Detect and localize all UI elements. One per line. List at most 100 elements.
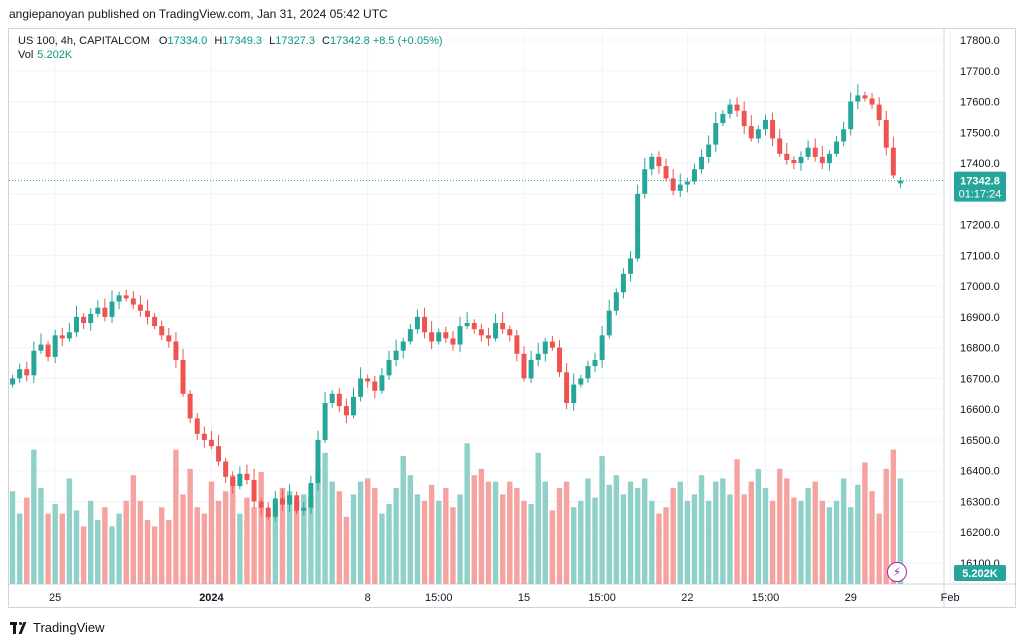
candle-body xyxy=(379,375,385,391)
candle-body xyxy=(194,418,200,434)
candle-body xyxy=(777,138,783,154)
volume-bar xyxy=(720,478,726,584)
volume-bar xyxy=(592,497,598,584)
lightning-icon[interactable]: ⚡ xyxy=(887,562,907,582)
candle-body xyxy=(599,335,605,360)
candle-body xyxy=(620,273,626,293)
volume-bar xyxy=(599,456,605,584)
candle-body xyxy=(784,153,790,160)
volume-bar xyxy=(414,494,421,584)
volume-bar xyxy=(428,484,435,584)
volume-bar xyxy=(73,510,80,584)
volume-bar xyxy=(66,478,73,584)
candle-body xyxy=(890,147,896,176)
volume-bar xyxy=(883,468,889,584)
time-tick-label: 15 xyxy=(518,592,530,604)
volume-bar xyxy=(606,484,612,584)
volume-bar xyxy=(869,491,875,584)
time-tick-label: 8 xyxy=(365,592,371,604)
volume-bar xyxy=(130,475,137,584)
volume-bar xyxy=(805,488,811,584)
volume-bar xyxy=(159,507,165,584)
volume-bar xyxy=(9,491,16,584)
volume-bar xyxy=(705,500,712,584)
volume-bar xyxy=(87,500,94,584)
volume-bar xyxy=(684,500,691,584)
candle-body xyxy=(45,344,51,357)
volume-bar xyxy=(194,507,200,584)
price-tick-label: 17700.0 xyxy=(960,66,1000,78)
volume-bar xyxy=(31,449,37,584)
volume-bar xyxy=(713,481,719,584)
candle-body xyxy=(81,316,87,324)
candle-body xyxy=(386,359,392,376)
volume-bar xyxy=(336,491,342,584)
volume-bar xyxy=(301,494,307,584)
candle-body xyxy=(770,119,776,139)
candle-body xyxy=(450,338,456,345)
volume-bar xyxy=(734,459,740,584)
candle-body xyxy=(727,104,733,114)
volume-tag xyxy=(954,565,1006,581)
volume-bar xyxy=(45,513,51,584)
candle-body xyxy=(343,406,349,416)
legend-volume: Vol 5.202K xyxy=(18,49,72,61)
time-tick-label: 2024 xyxy=(199,592,224,604)
candle-body xyxy=(713,123,719,145)
time-tick-label: 15:00 xyxy=(425,592,453,604)
last-price-value: 17342.8 xyxy=(960,176,1000,188)
candle-body xyxy=(159,326,165,336)
candle-body xyxy=(564,372,570,404)
price-tick-label: 17600.0 xyxy=(960,97,1000,109)
volume-bar xyxy=(173,449,179,584)
volume-bars xyxy=(9,443,904,584)
volume-bar xyxy=(329,481,335,584)
candle-body xyxy=(848,101,854,130)
candle-body xyxy=(613,292,619,311)
candle-body xyxy=(414,316,420,330)
candle-body xyxy=(500,323,506,330)
candle-body xyxy=(152,316,158,327)
candle-body xyxy=(166,335,172,342)
candle-body xyxy=(585,366,591,379)
time-tick-label: 29 xyxy=(845,592,857,604)
candle-body xyxy=(741,110,747,127)
legend-change: +8.5 (+0.05%) xyxy=(372,35,443,47)
volume-bar xyxy=(464,443,470,584)
candle-body xyxy=(763,119,768,130)
candle-body xyxy=(528,359,534,379)
volume-bar xyxy=(656,513,662,584)
candle-body xyxy=(109,301,115,317)
volume-bar xyxy=(237,513,243,584)
volume-bar xyxy=(727,494,733,584)
volume-bar xyxy=(215,500,222,584)
legend-low: 17327.3 xyxy=(275,35,315,47)
candle-body xyxy=(471,323,477,330)
volume-bar xyxy=(116,513,122,584)
volume-bar xyxy=(208,481,215,584)
volume-bar xyxy=(315,468,321,584)
candle-body xyxy=(819,156,825,164)
candle-body xyxy=(755,129,761,139)
volume-bar xyxy=(897,478,904,584)
candle-body xyxy=(400,341,406,351)
volume-bar xyxy=(535,452,541,584)
candle-body xyxy=(834,141,840,154)
candle-body xyxy=(841,129,847,142)
volume-bar xyxy=(286,491,293,584)
candle-body xyxy=(272,498,278,517)
candle-body xyxy=(514,335,520,354)
volume-bar xyxy=(698,475,705,584)
candle-body xyxy=(699,156,705,170)
candle-body xyxy=(691,169,697,182)
volume-bar xyxy=(585,478,591,584)
candle-body xyxy=(748,126,754,139)
candle-body xyxy=(734,104,740,111)
price-axis: 17800.017700.017600.017500.017400.017300… xyxy=(960,35,1000,570)
footer-brand: TradingView xyxy=(33,620,105,635)
volume-bar xyxy=(230,475,236,584)
candle-body xyxy=(201,433,207,440)
volume-bar xyxy=(343,516,350,584)
time-tick-label: 22 xyxy=(681,592,693,604)
